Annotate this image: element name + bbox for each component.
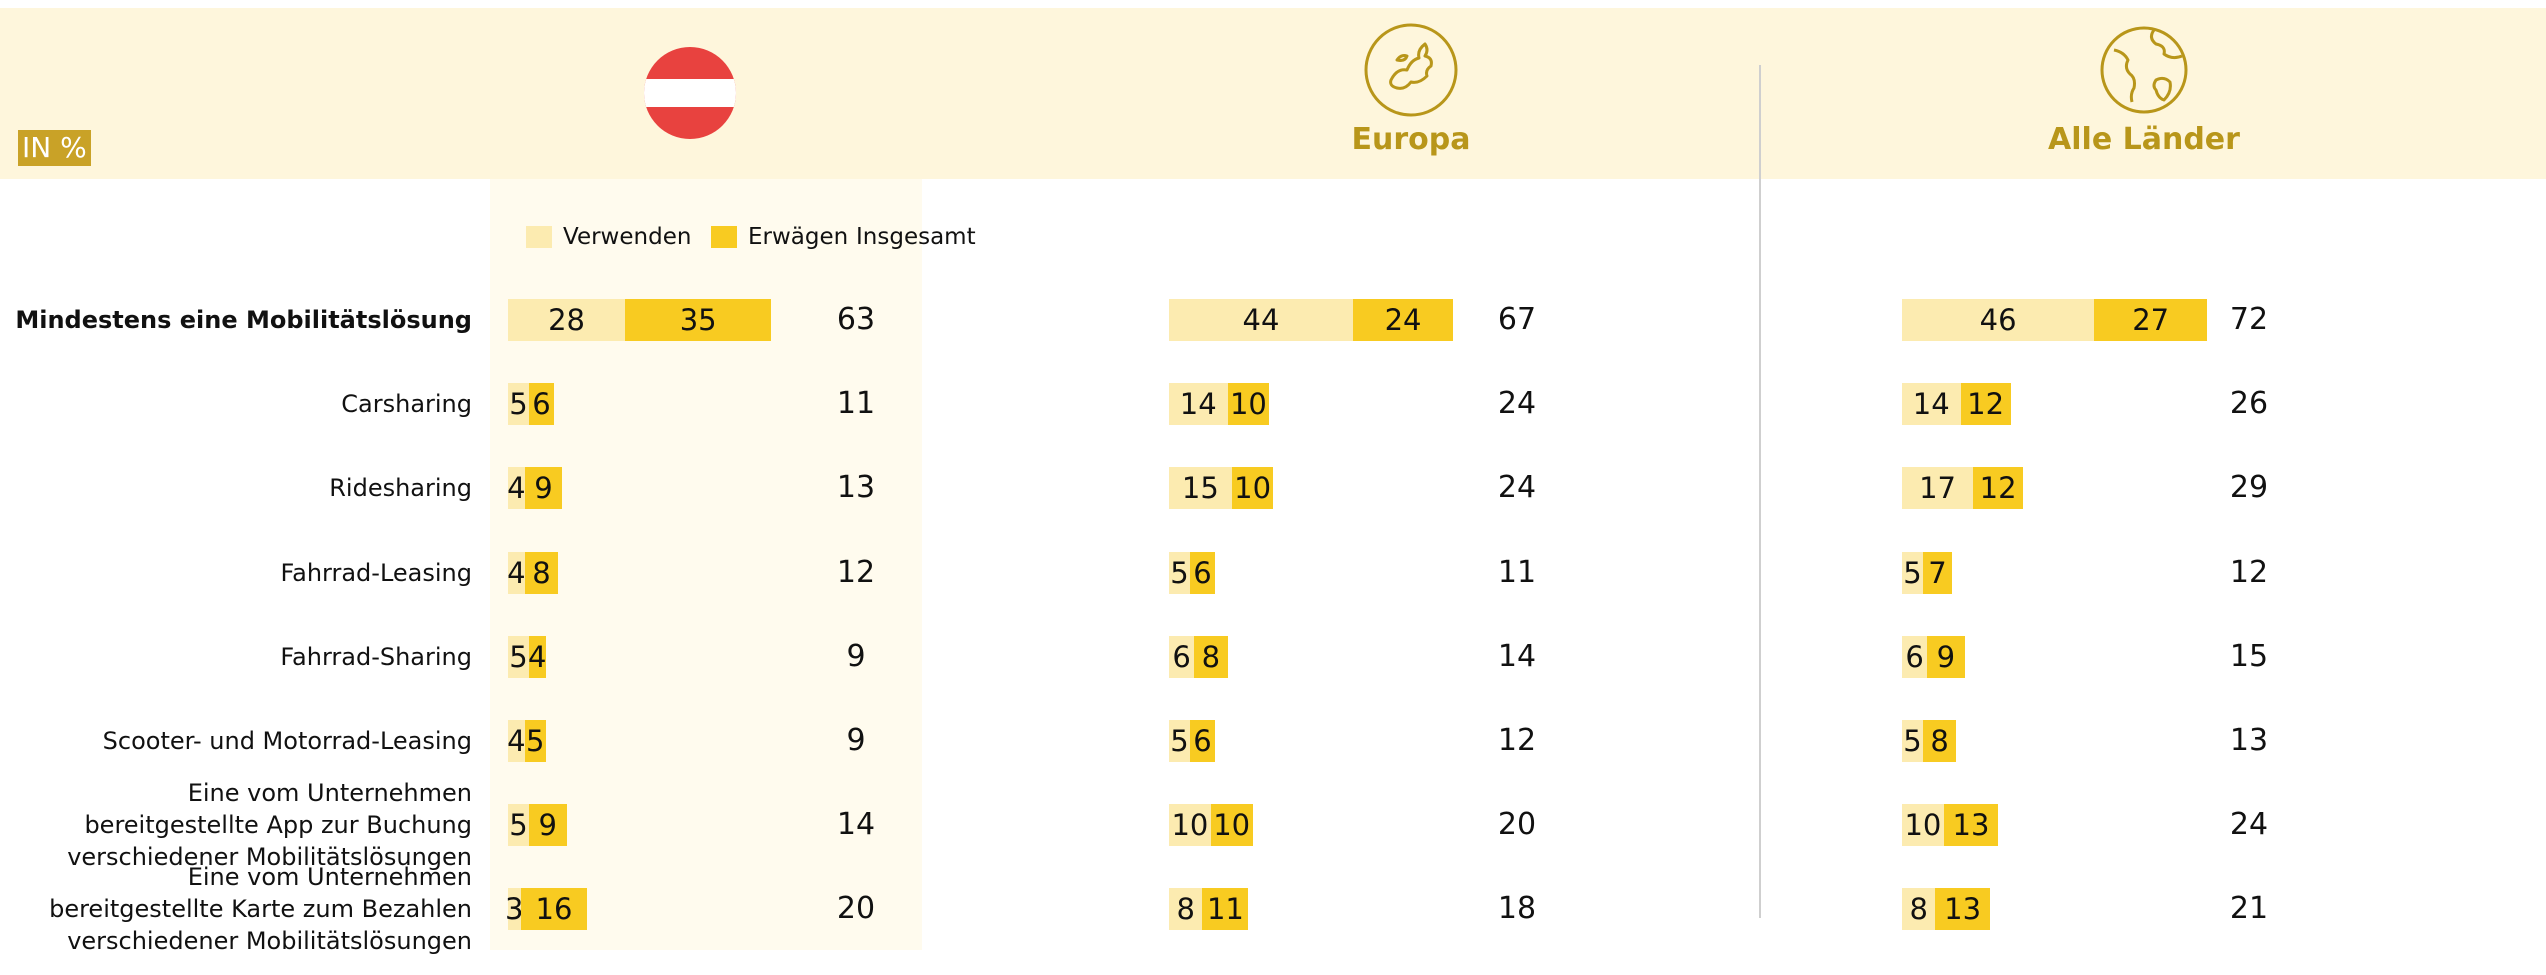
bar-segment: 14 [1169, 383, 1228, 426]
category-label: Eine vom Unternehmen bereitgestellte Kar… [49, 863, 472, 956]
austria-flag [644, 47, 736, 139]
globe-icon [2100, 26, 2188, 114]
bar-segment: 9 [528, 804, 567, 847]
bar-segment: 35 [625, 299, 772, 341]
bar-segment: 3 [505, 888, 524, 931]
header-band [0, 8, 2546, 179]
bar-segment: 5 [508, 804, 529, 847]
bar-segment: 9 [524, 467, 563, 510]
bar-segment: 16 [520, 888, 588, 931]
bar-segment: 12 [1960, 383, 2011, 426]
legend-label: Verwenden [563, 224, 692, 250]
bar-segment: 5 [1169, 720, 1190, 762]
bar-segment: 6 [1189, 551, 1215, 594]
bar-segment: 10 [1231, 467, 1274, 510]
total-label: 14 [836, 807, 876, 843]
total-label: 9 [846, 723, 866, 758]
bar-segment: 7 [1922, 551, 1953, 594]
bar-segment: 13 [1943, 804, 1999, 847]
total-label: 15 [2229, 638, 2269, 674]
total-label: 12 [2229, 554, 2269, 590]
total-label: 24 [1497, 470, 1537, 506]
bar-segment: 10 [1169, 804, 1211, 847]
total-label: 12 [1497, 723, 1537, 758]
bar-segment: 8 [1902, 888, 1936, 931]
bar-segment: 9 [1927, 635, 1965, 678]
category-label: Ridesharing [329, 474, 472, 503]
total-label: 11 [1497, 554, 1537, 590]
category-label: Fahrrad-Leasing [280, 558, 472, 587]
bar-segment: 5 [1169, 551, 1190, 594]
total-label: 20 [1497, 807, 1537, 843]
europe-icon [1364, 23, 1458, 117]
bar-segment: 28 [508, 299, 626, 341]
bar-segment: 27 [2094, 299, 2208, 341]
bar-segment: 8 [1194, 635, 1228, 678]
bar-segment: 4 [507, 467, 526, 510]
bar-segment: 6 [528, 383, 554, 426]
total-label: 24 [2229, 807, 2269, 843]
total-label: 21 [2229, 891, 2269, 927]
total-label: 12 [836, 554, 876, 590]
bar-segment: 5 [1902, 551, 1923, 594]
panel-title: Alle Länder [2048, 122, 2240, 157]
total-label: 13 [2229, 723, 2269, 758]
bar-segment: 15 [1169, 467, 1232, 510]
total-label: 18 [1497, 891, 1537, 927]
total-label: 29 [2229, 470, 2269, 506]
category-label: Carsharing [341, 390, 472, 419]
bar-segment: 8 [1922, 720, 1957, 762]
total-label: 14 [1497, 638, 1537, 674]
total-label: 13 [836, 470, 876, 506]
bar-segment: 11 [1202, 888, 1249, 931]
bar-segment: 5 [508, 383, 529, 426]
bar-segment: 5 [524, 720, 546, 762]
bar-segment: 8 [1169, 888, 1203, 931]
panel-divider [1759, 65, 1761, 918]
total-label: 67 [1497, 302, 1537, 337]
total-label: 11 [836, 386, 876, 422]
legend-label: Erwägen [748, 224, 849, 250]
bar-segment: 6 [1169, 635, 1195, 678]
bar-segment: 4 [507, 551, 526, 594]
total-label: 26 [2229, 386, 2269, 422]
bar-segment: 10 [1210, 804, 1253, 847]
bar-segment: 14 [1902, 383, 1961, 426]
category-label: Fahrrad-Sharing [280, 642, 472, 671]
bar-segment: 10 [1227, 383, 1270, 426]
bar-segment: 44 [1169, 299, 1353, 341]
category-label: Mindestens eine Mobilitätslösung [15, 306, 472, 334]
bar-segment: 13 [1935, 888, 1990, 931]
bar-segment: 8 [524, 551, 559, 594]
bar-segment: 46 [1902, 299, 2095, 341]
category-label: Scooter- und Motorrad-Leasing [102, 727, 472, 755]
bar-segment: 6 [1189, 720, 1215, 762]
total-label: 20 [836, 891, 876, 927]
unit-label: IN % [18, 130, 91, 166]
bar-segment: 4 [528, 635, 546, 678]
total-label: 63 [836, 302, 876, 337]
panel-title: Europa [1351, 122, 1471, 157]
legend-swatch [711, 226, 737, 248]
total-label: 24 [1497, 386, 1537, 422]
legend-swatch [526, 226, 552, 248]
bar-segment: 24 [1352, 299, 1454, 341]
category-label: Eine vom Unternehmen bereitgestellte App… [67, 779, 472, 872]
bar-segment: 5 [508, 635, 529, 678]
bar-segment: 12 [1973, 467, 2024, 510]
bar-segment: 4 [507, 720, 526, 762]
total-label: 9 [846, 638, 866, 674]
bar-segment: 17 [1902, 467, 1974, 510]
bar-segment: 5 [1902, 720, 1923, 762]
bar-segment: 10 [1902, 804, 1944, 847]
legend-label: Insgesamt [856, 224, 976, 250]
total-label: 72 [2229, 302, 2269, 337]
bar-segment: 6 [1902, 635, 1928, 678]
